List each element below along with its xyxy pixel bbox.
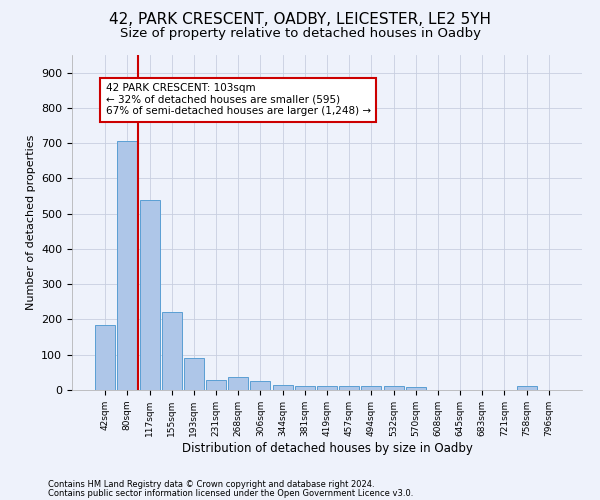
Bar	[517, 386, 536, 390]
Bar	[184, 358, 204, 390]
Text: Size of property relative to detached houses in Oadby: Size of property relative to detached ho…	[119, 28, 481, 40]
Bar	[383, 386, 404, 390]
Bar	[95, 325, 115, 390]
Bar	[228, 377, 248, 390]
Bar	[339, 386, 359, 390]
Bar	[361, 386, 382, 390]
Bar	[140, 200, 160, 390]
Bar	[272, 384, 293, 390]
Bar	[206, 380, 226, 390]
Bar	[295, 386, 315, 390]
Text: 42 PARK CRESCENT: 103sqm
← 32% of detached houses are smaller (595)
67% of semi-: 42 PARK CRESCENT: 103sqm ← 32% of detach…	[106, 83, 371, 116]
Bar	[250, 381, 271, 390]
Y-axis label: Number of detached properties: Number of detached properties	[26, 135, 35, 310]
Bar	[317, 386, 337, 390]
Bar	[406, 387, 426, 390]
Bar	[162, 312, 182, 390]
Bar	[118, 140, 137, 390]
Text: Contains HM Land Registry data © Crown copyright and database right 2024.: Contains HM Land Registry data © Crown c…	[48, 480, 374, 489]
X-axis label: Distribution of detached houses by size in Oadby: Distribution of detached houses by size …	[182, 442, 472, 454]
Text: 42, PARK CRESCENT, OADBY, LEICESTER, LE2 5YH: 42, PARK CRESCENT, OADBY, LEICESTER, LE2…	[109, 12, 491, 28]
Text: Contains public sector information licensed under the Open Government Licence v3: Contains public sector information licen…	[48, 488, 413, 498]
